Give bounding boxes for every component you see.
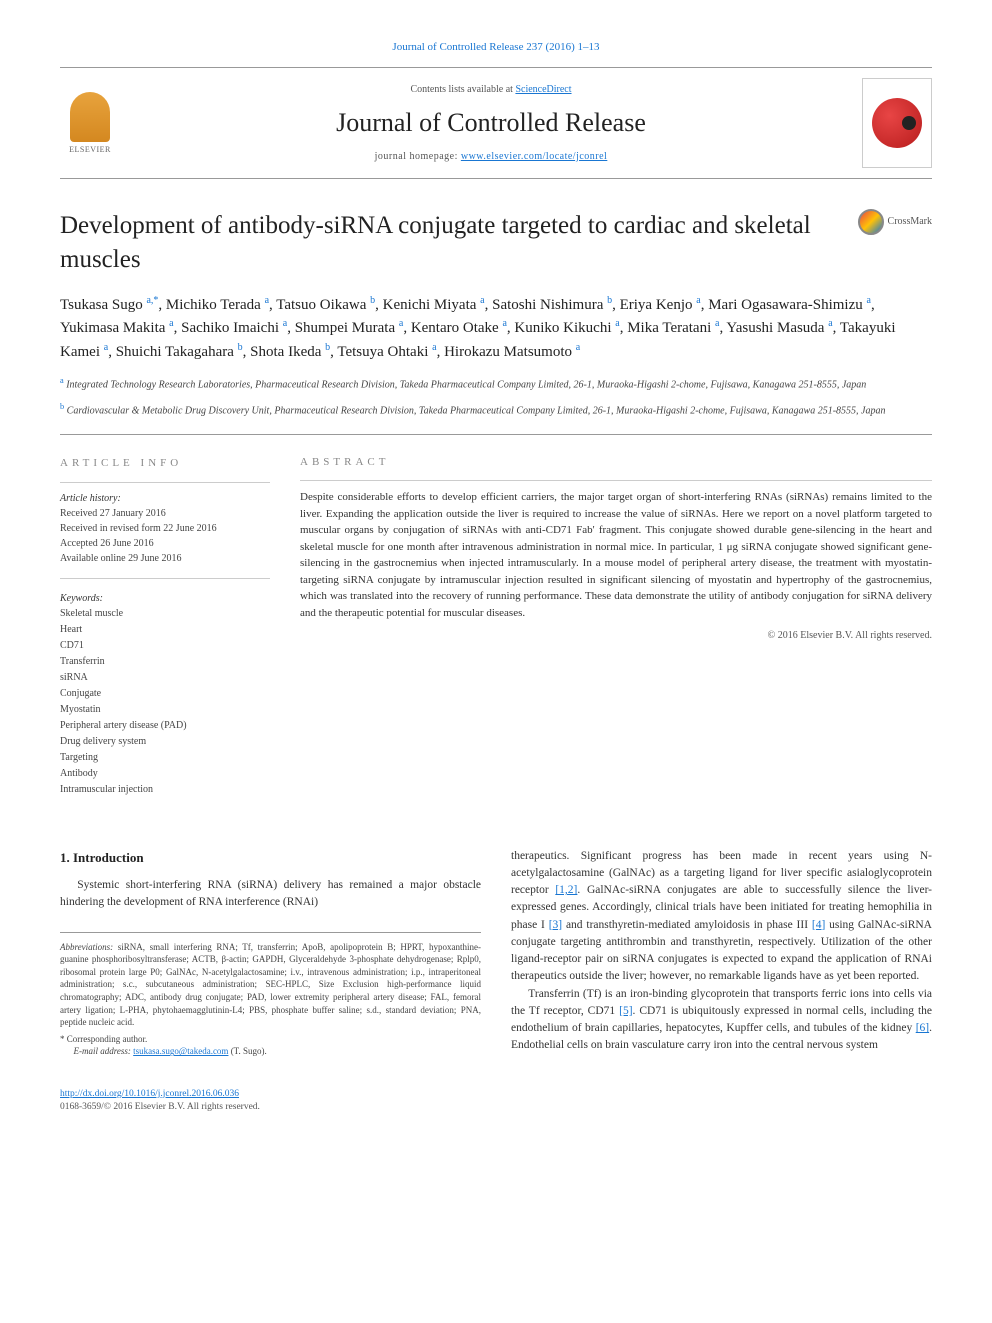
corresponding-author: * Corresponding author. [60,1033,481,1046]
sciencedirect-link[interactable]: ScienceDirect [515,84,571,95]
history-item: Available online 29 June 2016 [60,551,270,566]
journal-header: ELSEVIER Contents lists available at Sci… [60,67,932,179]
ref-link-5[interactable]: [5] [619,1005,632,1017]
elsevier-logo: ELSEVIER [60,88,120,158]
keyword-item: Heart [60,622,270,638]
email-label: E-mail address: [74,1046,134,1056]
journal-cover-thumbnail [862,78,932,168]
title-row: Development of antibody-siRNA conjugate … [60,209,932,277]
article-title: Development of antibody-siRNA conjugate … [60,209,858,277]
intro-paragraph-1: Systemic short-interfering RNA (siRNA) d… [60,877,481,912]
author-list: Tsukasa Sugo a,*, Michiko Terada a, Tats… [60,293,932,364]
keyword-item: CD71 [60,638,270,654]
affiliation: a Integrated Technology Research Laborat… [60,375,932,392]
abstract-heading: ABSTRACT [300,455,932,470]
header-center: Contents lists available at ScienceDirec… [120,83,862,163]
keywords-block: Keywords: Skeletal muscleHeartCD71Transf… [60,591,270,798]
email-suffix: (T. Sugo). [228,1046,266,1056]
corresponding-email-link[interactable]: tsukasa.sugo@takeda.com [133,1046,228,1056]
ref-link-3[interactable]: [3] [549,919,562,931]
keyword-item: siRNA [60,670,270,686]
doi-link[interactable]: http://dx.doi.org/10.1016/j.jconrel.2016… [60,1089,239,1099]
elsevier-tree-icon [70,92,110,142]
keywords-list: Skeletal muscleHeartCD71TransferrinsiRNA… [60,606,270,798]
keyword-item: Transferrin [60,654,270,670]
homepage-line: journal homepage: www.elsevier.com/locat… [120,150,862,164]
intro-paragraph-3: Transferrin (Tf) is an iron-binding glyc… [511,986,932,1055]
keyword-item: Intramuscular injection [60,782,270,798]
history-item: Received in revised form 22 June 2016 [60,521,270,536]
homepage-prefix: journal homepage: [375,151,461,162]
affiliations: a Integrated Technology Research Laborat… [60,375,932,418]
abstract-copyright: © 2016 Elsevier B.V. All rights reserved… [300,629,932,643]
keyword-item: Myostatin [60,702,270,718]
issn-copyright: 0168-3659/© 2016 Elsevier B.V. All right… [60,1102,260,1112]
abbreviations: Abbreviations: siRNA, small interfering … [60,941,481,1029]
article-history: Article history: Received 27 January 201… [60,491,270,579]
journal-name: Journal of Controlled Release [120,105,862,141]
article-info-heading: ARTICLE INFO [60,455,270,472]
keywords-label: Keywords: [60,591,270,606]
abstract-column: ABSTRACT Despite considerable efforts to… [300,455,932,798]
keyword-item: Drug delivery system [60,734,270,750]
intro-paragraph-2: therapeutics. Significant progress has b… [511,848,932,986]
history-item: Accepted 26 June 2016 [60,536,270,551]
body-columns: 1. Introduction Systemic short-interferi… [60,848,932,1058]
crossmark-icon [858,209,884,235]
affiliation: b Cardiovascular & Metabolic Drug Discov… [60,401,932,418]
homepage-link[interactable]: www.elsevier.com/locate/jconrel [461,151,607,162]
separator-rule [60,434,932,435]
history-list: Received 27 January 2016Received in revi… [60,506,270,566]
ref-link-1-2[interactable]: [1,2] [555,884,577,896]
abstract-text: Despite considerable efforts to develop … [300,489,932,621]
ref-link-6[interactable]: [6] [916,1022,929,1034]
abstract-rule [300,480,932,481]
crossmark-badge[interactable]: CrossMark [858,209,932,235]
contents-prefix: Contents lists available at [410,84,515,95]
abbr-label: Abbreviations: [60,942,113,952]
history-item: Received 27 January 2016 [60,506,270,521]
keyword-item: Skeletal muscle [60,606,270,622]
ref-link-4[interactable]: [4] [812,919,825,931]
crossmark-label: CrossMark [888,215,932,229]
keyword-item: Conjugate [60,686,270,702]
history-label: Article history: [60,491,270,506]
section-heading-introduction: 1. Introduction [60,848,481,868]
body-col-left: 1. Introduction Systemic short-interferi… [60,848,481,1058]
page-footer: http://dx.doi.org/10.1016/j.jconrel.2016… [60,1088,932,1115]
abbr-text: siRNA, small interfering RNA; Tf, transf… [60,942,481,1028]
cover-graphic-icon [872,98,922,148]
publisher-label: ELSEVIER [69,144,111,155]
body-text: and transthyretin-mediated amyloidosis i… [562,919,812,931]
journal-citation[interactable]: Journal of Controlled Release 237 (2016)… [60,40,932,55]
keyword-item: Targeting [60,750,270,766]
info-abstract-row: ARTICLE INFO Article history: Received 2… [60,455,932,798]
keyword-item: Antibody [60,766,270,782]
contents-line: Contents lists available at ScienceDirec… [120,83,862,97]
keyword-item: Peripheral artery disease (PAD) [60,718,270,734]
email-line: E-mail address: tsukasa.sugo@takeda.com … [74,1045,482,1058]
body-col-right: therapeutics. Significant progress has b… [511,848,932,1058]
info-rule [60,482,270,483]
footnote-block: Abbreviations: siRNA, small interfering … [60,932,481,1058]
article-info: ARTICLE INFO Article history: Received 2… [60,455,270,798]
